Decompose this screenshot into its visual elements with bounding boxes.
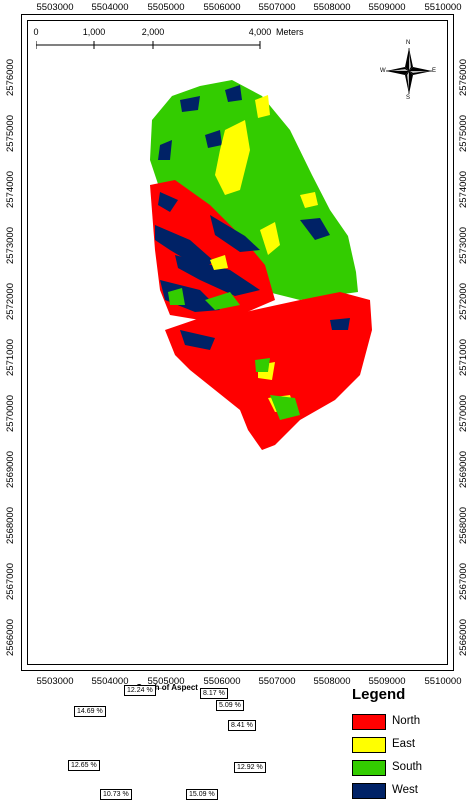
map-patch-east xyxy=(300,192,318,208)
x-tick-label: 5506000 xyxy=(203,2,241,13)
scale-label: 4,000 xyxy=(248,27,272,37)
map-outer-frame xyxy=(21,14,454,671)
map-patch-south xyxy=(270,395,300,420)
legend-swatch xyxy=(352,760,386,776)
legend-label: North xyxy=(392,715,421,727)
pie-label: 8.17 % xyxy=(200,688,228,699)
legend-swatch xyxy=(352,714,386,730)
north-letter: N xyxy=(406,40,411,46)
x-tick-label: 5504000 xyxy=(91,2,129,13)
legend-label: West xyxy=(392,784,418,796)
scale-units: Meters xyxy=(276,27,304,37)
map-patch-east xyxy=(260,222,280,255)
map-patch-east xyxy=(210,255,228,270)
south-letter: S xyxy=(406,95,411,101)
x-tick-label: 5503000 xyxy=(36,2,74,13)
map-patch-west xyxy=(158,192,178,212)
legend-label: South xyxy=(392,761,423,773)
x-tick-label: 5504000 xyxy=(91,676,129,687)
x-tick-label: 5505000 xyxy=(147,2,185,13)
map-patch-west xyxy=(175,255,260,296)
map-patch-south xyxy=(255,358,270,372)
map-inner-frame xyxy=(27,20,448,665)
pie-label: 8.41 % xyxy=(228,720,256,731)
legend-swatch xyxy=(352,783,386,799)
map-patch-west xyxy=(180,330,215,350)
chart-title: Graph of Aspect xyxy=(136,683,198,692)
x-tick-label: 5507000 xyxy=(258,2,296,13)
legend-label: East xyxy=(392,738,416,750)
pie-label: 15.09 % xyxy=(186,789,218,800)
scale-label: 1,000 xyxy=(82,27,106,37)
x-tick-label: 5505000 xyxy=(147,676,185,687)
pie-label: 12.92 % xyxy=(234,762,266,773)
map-patch-west xyxy=(300,218,330,240)
x-tick-label: 5503000 xyxy=(36,676,74,687)
map-region-south xyxy=(150,80,358,300)
scale-label: 2,000 xyxy=(141,27,165,37)
pie-label: 10.73 % xyxy=(100,789,132,800)
x-tick-label: 5508000 xyxy=(313,676,351,687)
scale-bar-graphic xyxy=(36,41,261,49)
pie-label: 5.09 % xyxy=(216,700,244,711)
x-tick-label: 5509000 xyxy=(368,2,406,13)
x-tick-label: 5510000 xyxy=(424,676,462,687)
map-patch-south xyxy=(205,292,240,310)
x-tick-label: 5509000 xyxy=(368,676,406,687)
legend-swatch xyxy=(352,737,386,753)
pie-label: 12.24 % xyxy=(124,685,156,696)
scale-bar: 0 1,000 2,000 4,000 Meters xyxy=(33,27,304,55)
map-patch-west xyxy=(180,96,200,112)
map-patch-south xyxy=(168,288,185,305)
x-tick-label: 5507000 xyxy=(258,676,296,687)
x-tick-label: 5506000 xyxy=(203,676,241,687)
map-patch-west xyxy=(205,130,222,148)
scale-label: 0 xyxy=(33,27,39,37)
map-patch-west xyxy=(210,215,260,252)
map-patch-east xyxy=(255,95,270,118)
map-patch-west xyxy=(158,140,172,160)
x-tick-label: 5510000 xyxy=(424,2,462,13)
x-tick-label: 5508000 xyxy=(313,2,351,13)
map-patch-west xyxy=(225,85,242,102)
compass-rose-icon: N S E W xyxy=(380,40,438,102)
pie-label: 12.65 % xyxy=(68,760,100,771)
pie-label: 14.69 % xyxy=(74,706,106,717)
east-letter: E xyxy=(432,68,437,74)
map-patch-east xyxy=(215,120,250,195)
map-patch-west xyxy=(330,318,350,330)
aspect-pie-chart xyxy=(153,688,167,689)
west-letter: W xyxy=(380,68,386,74)
map-patch-west xyxy=(155,225,215,268)
aspect-map xyxy=(150,80,372,450)
